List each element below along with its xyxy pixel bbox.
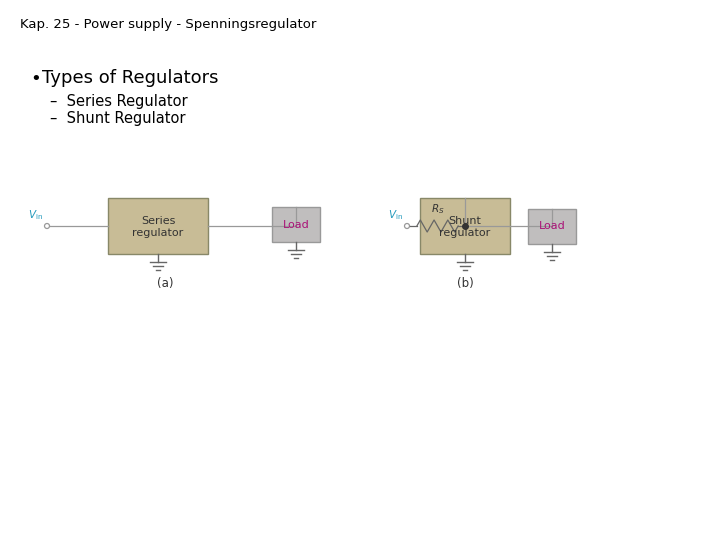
FancyBboxPatch shape [108,198,208,254]
Text: Load: Load [283,219,310,230]
Text: Load: Load [539,221,565,231]
Text: regulator: regulator [439,228,490,238]
FancyBboxPatch shape [272,207,320,242]
Text: $V_\mathrm{in}$: $V_\mathrm{in}$ [388,208,403,222]
Text: regulator: regulator [132,228,184,238]
Text: Series: Series [141,216,175,226]
Text: •: • [30,70,41,88]
Text: Kap. 25 - Power supply - Spenningsregulator: Kap. 25 - Power supply - Spenningsregula… [20,18,316,31]
Text: –  Shunt Regulator: – Shunt Regulator [50,111,186,126]
Text: Shunt: Shunt [449,216,482,226]
Text: (a): (a) [157,277,174,290]
Text: –  Series Regulator: – Series Regulator [50,94,188,109]
Text: (b): (b) [456,277,473,290]
Text: $V_\mathrm{in}$: $V_\mathrm{in}$ [28,208,43,222]
FancyBboxPatch shape [528,208,576,244]
Text: $R_S$: $R_S$ [431,202,444,216]
FancyBboxPatch shape [420,198,510,254]
Text: Types of Regulators: Types of Regulators [42,69,218,87]
